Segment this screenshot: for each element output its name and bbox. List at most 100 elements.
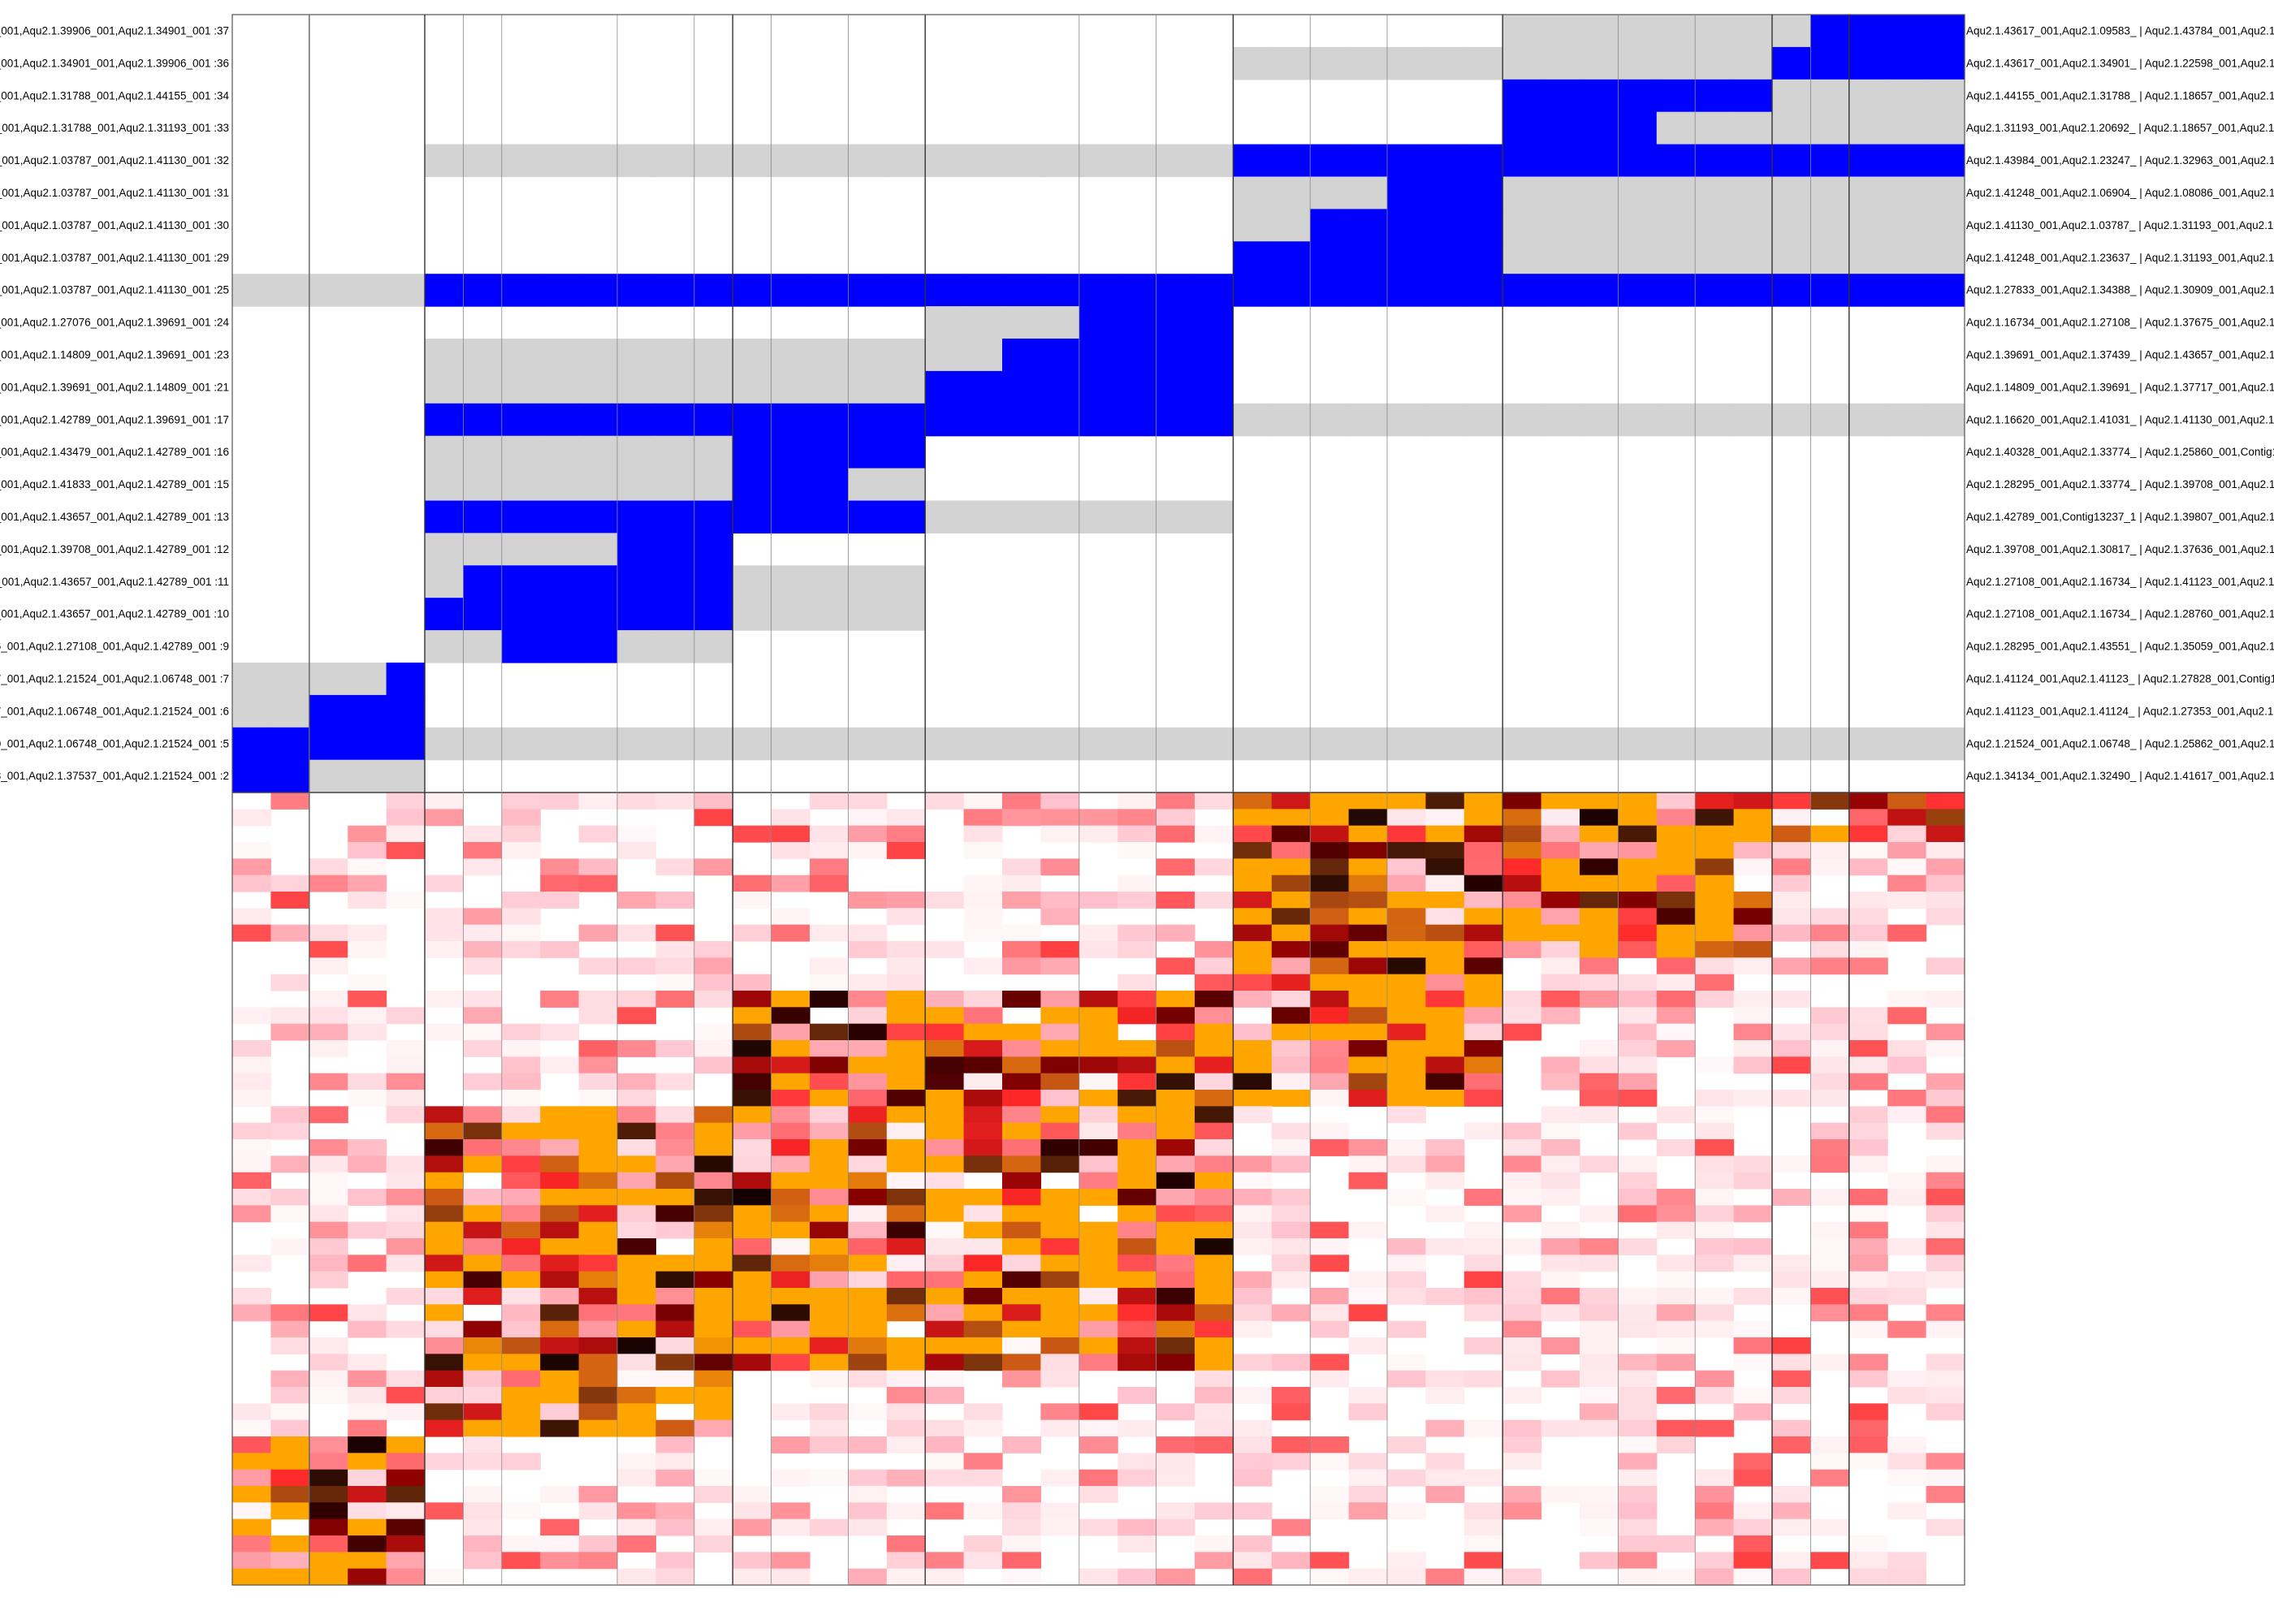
membership-cell: [1310, 274, 1349, 307]
heat-cell: [887, 1337, 926, 1354]
heat-cell: [1849, 957, 1888, 974]
heat-cell: [772, 1337, 811, 1354]
heat-cell: [848, 1073, 887, 1091]
right-row-label: Aqu2.1.41130_001,Aqu2.1.03787_ | Aqu2.1.…: [1966, 219, 2274, 231]
membership-cell: [964, 274, 1003, 307]
heat-cell: [1195, 892, 1234, 909]
membership-cell: [655, 598, 694, 631]
partial-cell: [1887, 112, 1926, 145]
heat-cell: [1118, 1139, 1156, 1156]
heat-cell: [348, 1007, 387, 1024]
heat-cell: [1272, 1255, 1311, 1272]
left-row-label: 295_001,Aqu2.1.41833_001,Aqu2.1.42789_00…: [0, 478, 229, 490]
heat-cell: [270, 1502, 309, 1519]
heat-cell: [1079, 1139, 1118, 1156]
heat-cell: [1657, 826, 1696, 843]
heat-cell: [810, 1354, 849, 1371]
heat-cell: [1810, 1155, 1849, 1173]
heat-cell: [502, 1288, 541, 1305]
partial-cell: [1810, 112, 1849, 145]
partial-cell: [887, 469, 926, 502]
partial-cell: [1926, 404, 1965, 437]
heat-cell: [232, 908, 271, 925]
membership-cell: [1387, 241, 1426, 274]
heat-cell: [1464, 1056, 1503, 1073]
partial-cell: [579, 469, 618, 502]
heat-cell: [463, 1519, 502, 1536]
heat-cell: [270, 1387, 309, 1404]
heat-cell: [733, 1502, 772, 1519]
heat-cell: [925, 1387, 964, 1404]
membership-cell: [1156, 274, 1195, 307]
membership-cell: [1310, 145, 1349, 178]
heat-cell: [1272, 1238, 1311, 1255]
heat-cell: [1541, 1056, 1580, 1073]
heat-cell: [964, 1106, 1003, 1123]
heat-cell: [772, 1189, 811, 1206]
membership-cell: [1926, 15, 1965, 48]
heat-cell: [502, 1371, 541, 1388]
heat-cell: [1233, 1354, 1272, 1371]
heat-cell: [1887, 1321, 1926, 1338]
heat-cell: [1926, 1304, 1965, 1321]
heat-cell: [655, 1073, 694, 1091]
heat-cell: [1580, 925, 1619, 942]
heat-cell: [1887, 793, 1926, 810]
heat-cell: [1926, 826, 1965, 843]
heat-cell: [964, 1288, 1003, 1305]
heat-cell: [1580, 941, 1619, 958]
heat-cell: [848, 1155, 887, 1173]
heat-cell: [1310, 1073, 1349, 1091]
heat-cell: [1425, 957, 1464, 974]
heat-cell: [348, 1073, 387, 1091]
heat-cell: [733, 1040, 772, 1057]
partial-cell: [772, 145, 811, 178]
partial-cell: [887, 371, 926, 404]
heat-cell: [810, 1337, 849, 1354]
membership-cell: [579, 404, 618, 437]
heat-cell: [925, 991, 964, 1008]
membership-cell: [1272, 274, 1311, 307]
heat-cell: [579, 991, 618, 1008]
heat-cell: [1425, 1040, 1464, 1057]
heat-cell: [1772, 1155, 1811, 1173]
partial-cell: [1118, 501, 1156, 534]
heat-cell: [1387, 974, 1426, 991]
heat-cell: [1849, 1436, 1888, 1453]
heat-cell: [1772, 1552, 1811, 1569]
partial-cell: [617, 728, 656, 761]
heat-cell: [1541, 1371, 1580, 1388]
heat-cell: [1580, 1056, 1619, 1073]
heat-cell: [579, 1222, 618, 1239]
heat-cell: [964, 991, 1003, 1008]
heat-cell: [964, 908, 1003, 925]
heat-cell: [1926, 957, 1965, 974]
heat-cell: [502, 1420, 541, 1437]
heat-cell: [232, 1073, 271, 1091]
heat-cell: [1156, 1123, 1195, 1140]
membership-cell: [694, 565, 733, 598]
heat-cell: [1040, 809, 1079, 826]
membership-cell: [540, 501, 579, 534]
partial-cell: [1272, 47, 1311, 80]
heat-cell: [1810, 908, 1849, 925]
heat-cell: [694, 793, 733, 810]
heat-cell: [1849, 1189, 1888, 1206]
heat-cell: [887, 974, 926, 991]
membership-cell: [810, 436, 849, 469]
heat-cell: [617, 1420, 656, 1437]
right-row-label: Aqu2.1.34134_001,Aqu2.1.32490_ | Aqu2.1.…: [1966, 770, 2274, 782]
membership-cell: [1580, 274, 1619, 307]
partial-cell: [733, 728, 772, 761]
heat-cell: [1118, 809, 1156, 826]
partial-cell: [309, 663, 348, 696]
heat-cell: [387, 1173, 426, 1190]
heat-cell: [848, 842, 887, 859]
heat-cell: [655, 925, 694, 942]
heat-cell: [1580, 842, 1619, 859]
heat-cell: [463, 858, 502, 875]
heat-cell: [502, 1272, 541, 1289]
heat-cell: [1926, 1155, 1965, 1173]
partial-cell: [694, 630, 733, 663]
heat-cell: [1657, 1205, 1696, 1222]
